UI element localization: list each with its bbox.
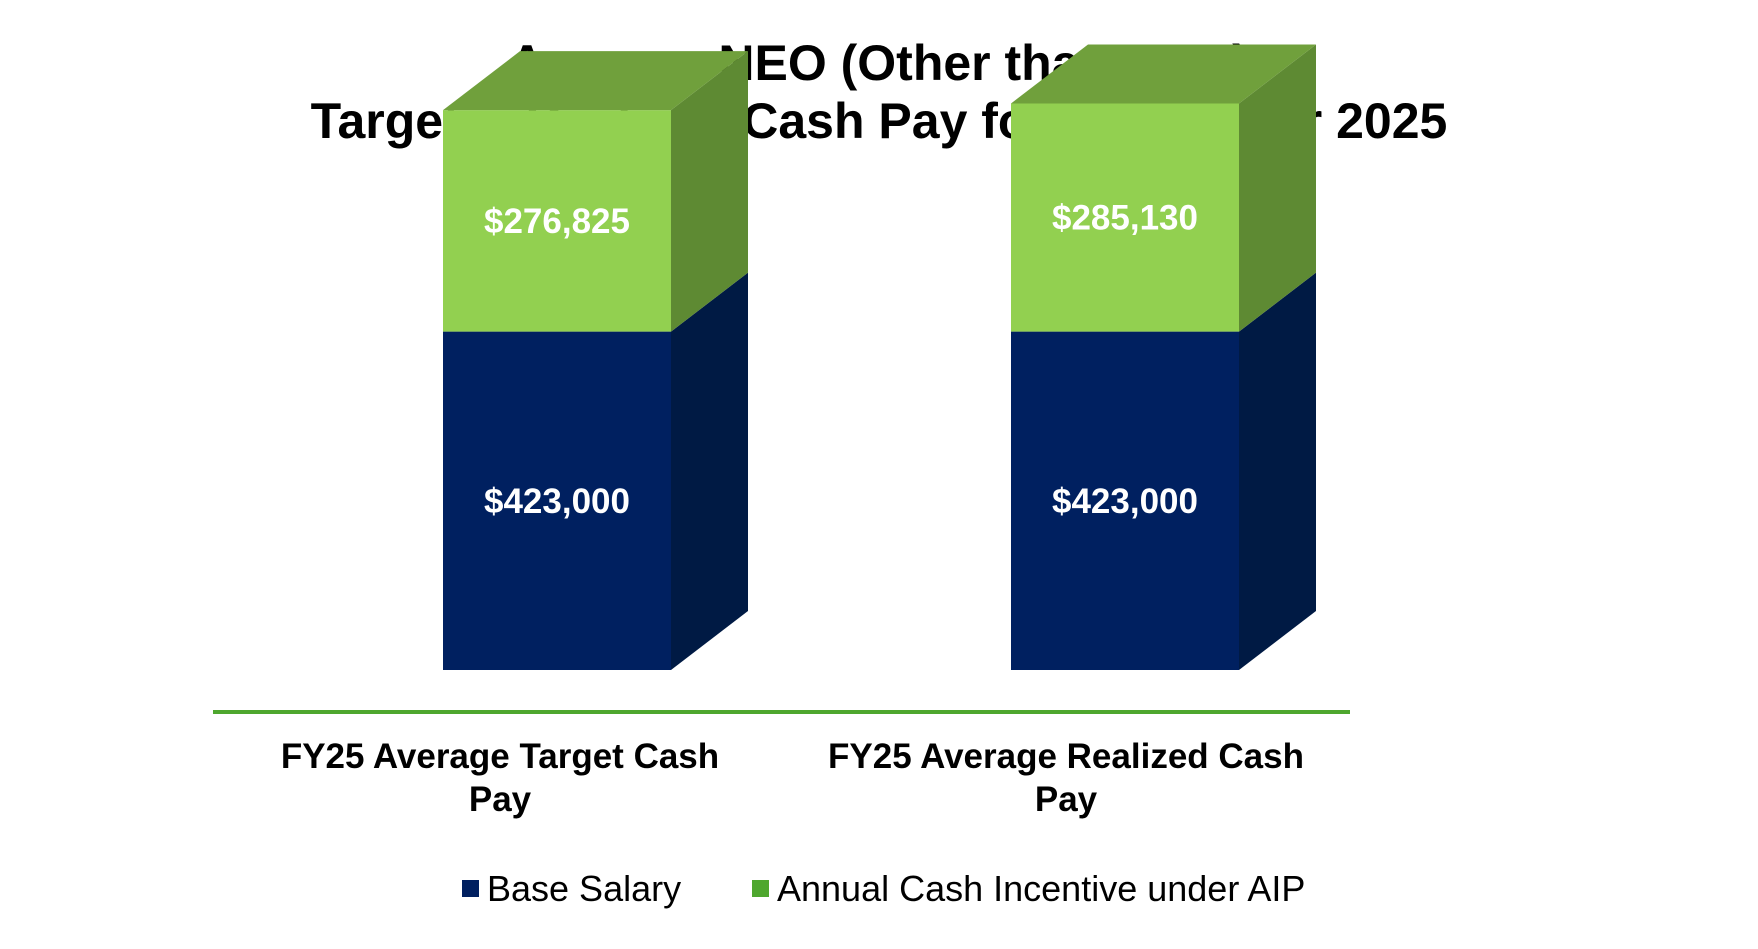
data-label-0-0: $423,000 xyxy=(484,482,630,521)
bar-front-1-1 xyxy=(1011,103,1239,332)
x-tick-label-0-0: FY25 Average Target Cash xyxy=(281,737,719,776)
x-tick-label-1-1: Pay xyxy=(1035,780,1098,819)
bar-group-1: $423,000 $285,130 xyxy=(1011,44,1316,670)
bars-layer: $423,000 $276,825 $423,000 $285,130 xyxy=(443,44,1316,670)
bar-top-0 xyxy=(443,51,748,111)
bar-group-0: $423,000 $276,825 xyxy=(443,51,748,670)
bar-front-0-1 xyxy=(443,110,671,332)
bar-front-1-0 xyxy=(1011,331,1239,670)
legend-swatch-1 xyxy=(752,880,769,897)
legend: Base Salary Annual Cash Incentive under A… xyxy=(462,868,1305,909)
data-label-0-1: $276,825 xyxy=(484,202,630,241)
data-label-1-0: $423,000 xyxy=(1052,482,1198,521)
legend-label-0: Base Salary xyxy=(487,868,681,909)
x-tick-label-0-1: Pay xyxy=(469,780,532,819)
x-tick-label-1-0: FY25 Average Realized Cash xyxy=(828,737,1304,776)
data-label-1-1: $285,130 xyxy=(1052,199,1198,238)
bar-front-0-0 xyxy=(443,331,671,670)
bar-side-0-0 xyxy=(671,272,748,670)
bar-side-1-1 xyxy=(1239,44,1316,332)
category-labels: FY25 Average Target Cash Pay FY25 Average … xyxy=(281,737,1304,819)
bar-top-1 xyxy=(1011,44,1316,104)
bar-side-1-0 xyxy=(1239,272,1316,670)
legend-swatch-0 xyxy=(462,880,479,897)
legend-label-1: Annual Cash Incentive under AIP xyxy=(777,868,1305,909)
bar-side-0-1 xyxy=(671,51,748,332)
